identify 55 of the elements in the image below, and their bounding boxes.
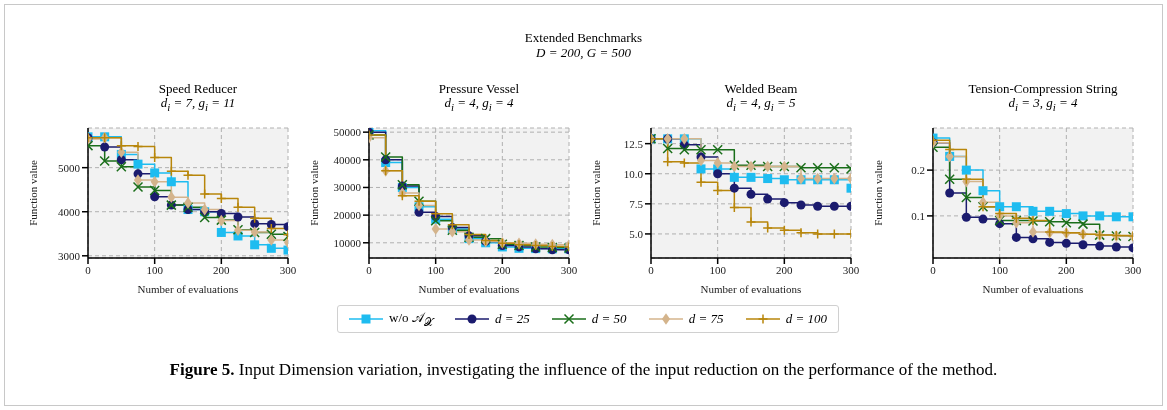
x-tick-label: 100 <box>709 263 727 276</box>
text: Extended Benchmarks <box>523 30 644 45</box>
x-tick-label: 200 <box>776 263 794 276</box>
x-tick-label: 300 <box>560 263 578 276</box>
x-tick-label: 0 <box>648 263 655 276</box>
legend-label: d = 100 <box>785 311 827 327</box>
x-tick-label: 300 <box>279 263 297 276</box>
chart-subtitle: d$_{i}$ = 3, g$_{i}$ = 4 <box>1008 95 1078 114</box>
caption: Figure 5. <box>169 360 235 379</box>
x-tick-label: 0 <box>930 263 937 276</box>
x-tick-label: 200 <box>1058 263 1076 276</box>
y-tick-label: 0.1 <box>911 209 925 222</box>
legend-label: w/o 𝒜$_{𝒳}$ <box>389 309 433 329</box>
x-tick-label: 300 <box>1124 263 1142 276</box>
chart-title: Speed Reducer <box>157 81 239 96</box>
y-tick-label: 3000 <box>58 249 81 262</box>
legend-label: d = 25 <box>494 311 530 327</box>
chart-subtitle: d$_{i}$ = 4, g$_{i}$ = 5 <box>725 95 797 114</box>
y-tick-label: 20000 <box>333 209 362 222</box>
y-tick-label: 5.0 <box>629 227 644 240</box>
y-tick-label: 7.5 <box>629 197 644 210</box>
x-tick-label: 300 <box>842 263 860 276</box>
chart-title: Pressure Vessel <box>437 81 521 96</box>
x-tick-label: 100 <box>991 263 1009 276</box>
y-tick-label: 5000 <box>58 161 81 174</box>
x-tick-label: 100 <box>146 263 164 276</box>
y-tick-label: 10.0 <box>623 167 644 180</box>
y-tick-label: 10000 <box>333 236 362 249</box>
y-tick-label: 4000 <box>58 205 81 218</box>
y-tick-label: 0.2 <box>911 164 925 177</box>
x-axis-title: Number of evaluations <box>137 283 239 295</box>
chart-subtitle: d$_{i}$ = 7, g$_{i}$ = 11 <box>160 95 237 114</box>
y-axis-title: Function value <box>589 160 602 226</box>
y-axis-title: Function value <box>26 160 39 226</box>
x-tick-label: 200 <box>213 263 231 276</box>
x-axis-title: Number of evaluations <box>418 283 520 295</box>
x-axis-title: Number of evaluations <box>700 283 802 295</box>
y-tick-label: 40000 <box>333 153 362 166</box>
y-axis-title: Function value <box>307 160 320 226</box>
legend-label: d = 50 <box>591 311 627 327</box>
y-axis-title: Function value <box>871 160 884 226</box>
x-tick-label: 200 <box>494 263 512 276</box>
chart-subtitle: d$_{i}$ = 4, g$_{i}$ = 4 <box>443 95 515 114</box>
x-tick-label: 0 <box>85 263 92 276</box>
legend-label: d = 75 <box>688 311 724 327</box>
y-tick-label: 30000 <box>333 181 362 194</box>
chart-title: Welded Beam <box>723 81 799 96</box>
chart-title: Tension-Compression String <box>967 81 1119 96</box>
x-tick-label: 0 <box>366 263 373 276</box>
x-tick-label: 100 <box>427 263 445 276</box>
x-axis-title: Number of evaluations <box>982 283 1084 295</box>
y-tick-label: 12.5 <box>623 137 644 150</box>
text: D = 200, G = 500 <box>535 45 632 60</box>
y-tick-label: 50000 <box>333 126 362 139</box>
text: Input Dimension variation, investigating the influence of the input reduction on the performance of the method. <box>237 360 998 379</box>
